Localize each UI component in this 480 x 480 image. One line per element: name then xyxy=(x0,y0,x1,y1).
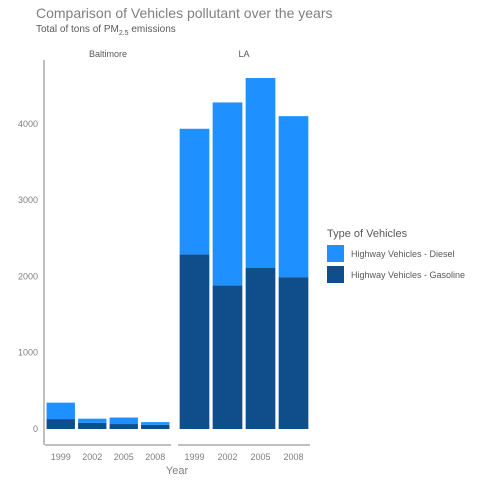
bar-gasoline-2008 xyxy=(141,424,170,429)
bar-gasoline-2008 xyxy=(278,277,309,429)
x-tick-label: 2008 xyxy=(283,452,303,462)
bar-gasoline-2005 xyxy=(245,268,276,429)
legend-title: Type of Vehicles xyxy=(327,228,408,240)
y-tick-label: 3000 xyxy=(18,195,38,205)
bar-diesel-2005 xyxy=(109,417,138,425)
y-tick-label: 2000 xyxy=(18,271,38,281)
bar-gasoline-1999 xyxy=(179,254,210,429)
bar-diesel-2008 xyxy=(278,116,309,278)
bar-diesel-2002 xyxy=(78,418,107,423)
bar-gasoline-2002 xyxy=(78,422,107,429)
legend-items: Highway Vehicles - Diesel Highway Vehicle… xyxy=(327,244,465,284)
y-axis: 0 1000 2000 3000 4000 xyxy=(18,60,45,445)
y-tick-label: 0 xyxy=(33,424,38,434)
bar-diesel-2008 xyxy=(141,422,170,425)
subtitle-prefix: Total of tons of PM xyxy=(36,24,119,35)
x-axis-title: Year xyxy=(166,465,189,477)
x-tick-label: 2008 xyxy=(145,452,165,462)
x-tick-label: 2005 xyxy=(114,452,134,462)
subtitle-subscript: 2.5 xyxy=(118,30,129,37)
legend-label: Highway Vehicles - Diesel xyxy=(351,248,455,259)
facet-panels: Baltimore 1999 2002 2005 2008 LA 1999 2002 2005 2… xyxy=(45,49,310,462)
subtitle-suffix: emissions xyxy=(128,24,176,35)
y-tick-label: 4000 xyxy=(18,119,38,129)
x-tick-label: 1999 xyxy=(51,452,71,462)
bar-diesel-2005 xyxy=(245,78,276,269)
bar-gasoline-2002 xyxy=(212,285,243,429)
bar-diesel-2002 xyxy=(212,102,243,286)
panel-baltimore: Baltimore 1999 2002 2005 2008 xyxy=(45,49,171,462)
chart-title: Comparison of Vehicles pollutant over th… xyxy=(36,5,333,21)
bar-gasoline-2005 xyxy=(109,424,138,429)
legend-item: Highway Vehicles - Gasoline xyxy=(327,265,465,284)
bar-gasoline-1999 xyxy=(46,419,75,429)
x-tick-label: 2002 xyxy=(217,452,237,462)
y-tick-label: 1000 xyxy=(18,348,38,358)
legend-label: Highway Vehicles - Gasoline xyxy=(351,269,466,280)
x-tick-label: 2005 xyxy=(250,452,270,462)
panel-strip-label: LA xyxy=(238,49,249,59)
legend-key xyxy=(327,266,344,283)
panel-strip-label: Baltimore xyxy=(89,49,127,59)
legend-item: Highway Vehicles - Diesel xyxy=(327,244,465,263)
chart-subtitle: Total of tons of PM2.5 emissions xyxy=(36,24,176,37)
x-tick-label: 2002 xyxy=(82,452,102,462)
legend-key xyxy=(327,245,344,262)
bar-diesel-1999 xyxy=(46,402,75,420)
legend: Type of Vehicles Highway Vehicles - Dies… xyxy=(327,228,465,286)
panel-la: LA 1999 2002 2005 2008 xyxy=(178,49,310,462)
x-tick-label: 1999 xyxy=(184,452,204,462)
bar-diesel-1999 xyxy=(179,128,210,255)
